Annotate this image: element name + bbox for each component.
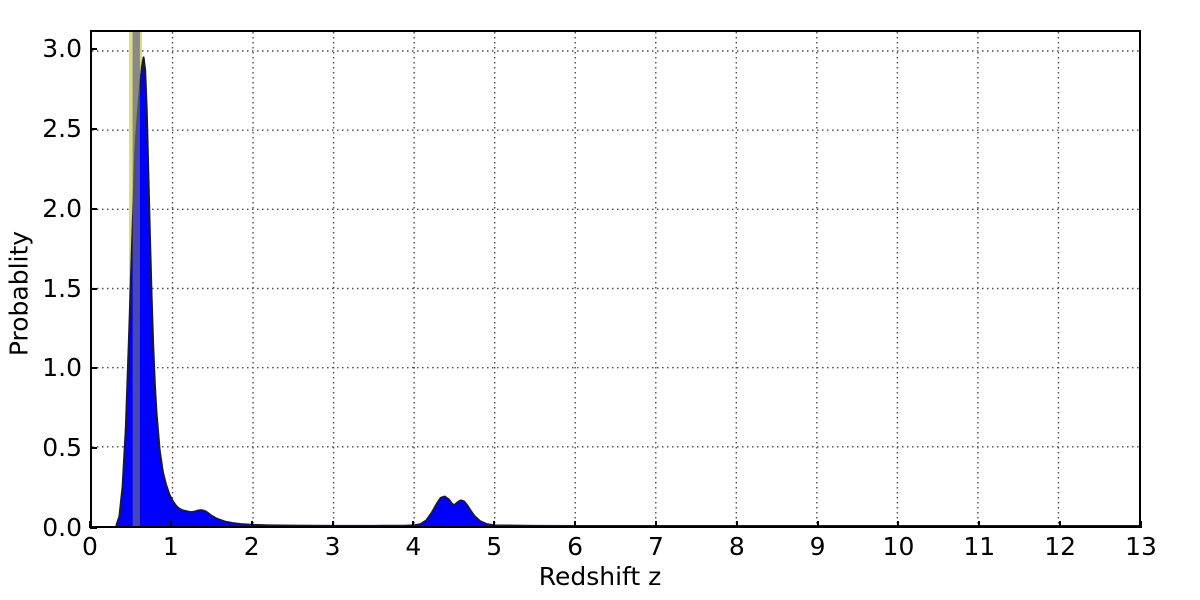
y-axis-label: Probablity [4,230,34,357]
x-tick-mark [89,521,91,528]
x-tick-mark [493,521,496,528]
y-tick-mark [90,367,97,370]
plot-area [90,30,1141,528]
x-tick-label: 4 [405,532,422,561]
x-axis-label: Redshift z [538,562,662,591]
x-tick-mark [1140,521,1142,528]
x-tick-label: 0 [82,532,98,561]
y-tick-mark [90,48,97,51]
y-tick-mark [90,127,97,130]
x-tick-mark [978,521,981,528]
y-tick-mark [90,287,97,290]
x-tick-label: 2 [243,532,260,561]
y-tick-mark [90,527,97,529]
x-tick-mark [250,521,253,528]
x-tick-mark [574,521,577,528]
x-tick-mark [331,521,334,528]
y-tick-label: 1.0 [42,353,82,383]
x-tick-mark [654,521,657,528]
y-tick-label: 0.0 [42,513,82,542]
x-tick-label: 10 [882,532,915,561]
y-tick-mark [90,207,97,210]
x-tick-label: 9 [809,532,826,561]
x-tick-label: 12 [1044,532,1077,561]
x-tick-label: 1 [162,532,179,561]
y-tick-label: 2.0 [42,193,82,223]
y-tick-label: 1.5 [42,273,82,303]
x-tick-label: 13 [1125,532,1157,561]
x-tick-label: 3 [324,532,341,561]
x-tick-label: 8 [728,532,745,561]
x-tick-label: 11 [963,532,996,561]
pdf-curve [92,32,1139,526]
x-tick-mark [412,521,415,528]
x-tick-mark [897,521,900,528]
x-tick-label: 6 [567,532,584,561]
x-tick-label: 7 [647,532,664,561]
x-tick-mark [816,521,819,528]
x-tick-mark [169,521,172,528]
x-tick-mark [735,521,738,528]
x-tick-mark [1059,521,1062,528]
y-tick-mark [90,447,97,450]
y-tick-label: 2.5 [42,113,82,143]
y-tick-label: 0.5 [42,433,82,463]
y-tick-label: 3.0 [42,34,82,64]
x-tick-label: 5 [486,532,503,561]
